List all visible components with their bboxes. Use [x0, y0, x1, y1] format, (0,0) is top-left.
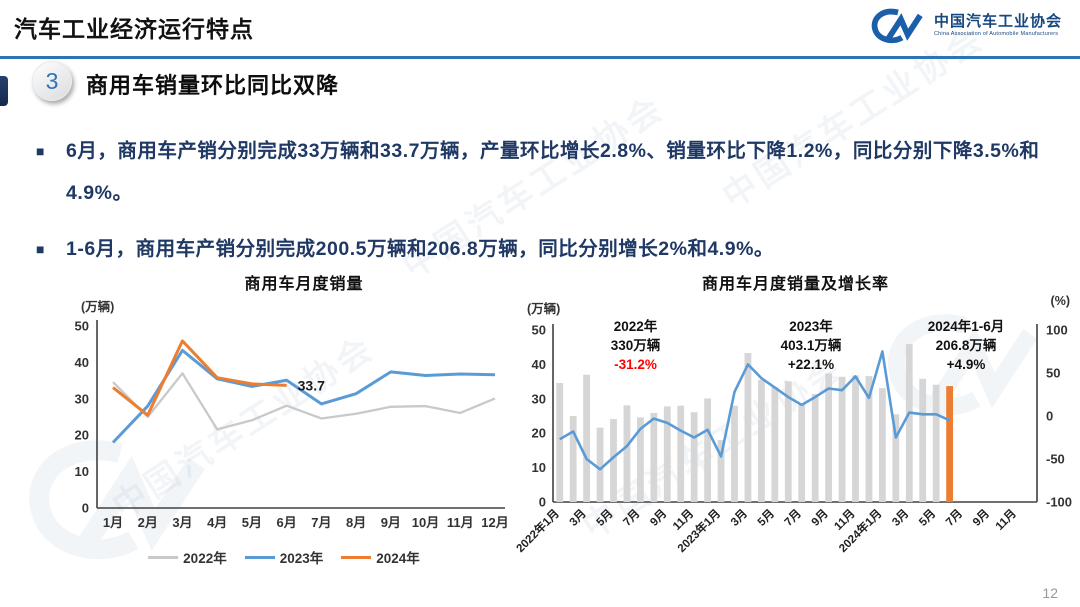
- svg-text:7月: 7月: [943, 507, 965, 529]
- cam-logo-mark-icon: [871, 8, 923, 44]
- line-chart-plot: 0 10 20 30 40 50 1月 2月 3月 4月 5月 6月 7月 8月 9月 10月 11月 12月 33…: [75, 319, 509, 531]
- section-number-badge: 3: [32, 61, 72, 101]
- y-axis-unit-label: (万辆): [81, 300, 115, 314]
- svg-text:100: 100: [1046, 323, 1068, 338]
- svg-text:-50: -50: [1046, 452, 1065, 467]
- svg-text:5月: 5月: [916, 507, 938, 529]
- legend-swatch-2022: [148, 555, 179, 559]
- bullet-text: 1-6月，商用车产销分别完成200.5万辆和206.8万辆，同比分别增长2%和4…: [66, 238, 774, 260]
- chart-legend: 2022年 2023年 2024年: [55, 547, 513, 567]
- svg-text:9月: 9月: [648, 507, 670, 529]
- svg-text:7月: 7月: [782, 507, 804, 529]
- svg-text:7月: 7月: [311, 515, 331, 530]
- svg-text:12月: 12月: [481, 515, 508, 530]
- page-title: 汽车工业经济运行特点: [14, 16, 254, 42]
- svg-text:3月: 3月: [728, 507, 750, 529]
- svg-text:9月: 9月: [381, 515, 401, 530]
- svg-text:0: 0: [539, 495, 546, 510]
- svg-text:5月: 5月: [755, 507, 777, 529]
- bullet-list: ■ 6月，商用车产销分别完成33万辆和33.7万辆，产量环比增长2.8%、销量环…: [36, 130, 1056, 284]
- svg-text:9月: 9月: [809, 507, 831, 529]
- svg-text:9月: 9月: [970, 507, 992, 529]
- svg-text:4月: 4月: [207, 515, 227, 530]
- legend-label: 2024年: [376, 551, 420, 566]
- svg-text:33.7: 33.7: [298, 377, 325, 393]
- svg-text:11月: 11月: [447, 515, 474, 530]
- svg-text:10: 10: [75, 464, 89, 479]
- svg-text:10月: 10月: [412, 515, 439, 530]
- svg-text:30: 30: [532, 391, 546, 406]
- bullet-square-icon: ■: [36, 143, 45, 159]
- bullet-item: ■ 1-6月，商用车产销分别完成200.5万辆和206.8万辆，同比分别增长2%…: [36, 228, 1056, 270]
- svg-text:3月: 3月: [890, 507, 912, 529]
- svg-text:2月: 2月: [138, 515, 158, 530]
- svg-text:-100: -100: [1046, 495, 1072, 510]
- svg-text:40: 40: [75, 355, 89, 370]
- svg-text:3月: 3月: [567, 507, 589, 529]
- logo-org-name-en: China Association of Automobile Manufact…: [933, 30, 1059, 37]
- svg-text:8月: 8月: [346, 515, 366, 530]
- legend-item: 2024年: [341, 547, 420, 567]
- svg-text:0: 0: [1046, 409, 1053, 424]
- svg-text:20: 20: [532, 426, 546, 441]
- chart-title: 商用车月度销量及增长率: [701, 276, 889, 293]
- chart-monthly-sales: 商用车月度销量 (万辆) 0 10 20 30 40 50 1月 2月 3月 4月 5月 6月 7月 8月…: [55, 270, 513, 590]
- page-number: 12: [1042, 585, 1058, 601]
- chart-title: 商用车月度销量: [244, 276, 364, 293]
- section-number: 3: [45, 67, 59, 94]
- svg-text:7月: 7月: [621, 507, 643, 529]
- legend-item: 2022年: [148, 547, 227, 567]
- legend-item: 2023年: [244, 547, 324, 567]
- bullet-item: ■ 6月，商用车产销分别完成33万辆和33.7万辆，产量环比增长2.8%、销量环…: [36, 130, 1056, 214]
- svg-text:50: 50: [1046, 366, 1060, 381]
- svg-text:20: 20: [75, 428, 89, 443]
- svg-text:50: 50: [532, 323, 546, 338]
- header-divider: [0, 56, 1080, 59]
- legend-swatch-2024: [341, 555, 372, 559]
- cam-logo: 中国汽车工业协会 China Association of Automobile…: [869, 6, 1062, 46]
- svg-text:10: 10: [532, 460, 546, 475]
- left-accent-bar: [0, 76, 8, 106]
- svg-text:2022年1月: 2022年1月: [513, 506, 562, 555]
- chart-sales-and-growth: 商用车月度销量及增长率 (万辆) (%) 0 10 20 30 40 50 -100 -50 0…: [513, 270, 1078, 595]
- legend-label: 2022年: [183, 551, 227, 566]
- svg-text:11月: 11月: [993, 507, 1019, 533]
- svg-text:0: 0: [82, 501, 89, 516]
- bullet-text: 6月，商用车产销分别完成33万辆和33.7万辆，产量环比增长2.8%、销量环比下…: [66, 140, 1040, 204]
- right-axis-unit-label: (%): [1050, 294, 1070, 308]
- section-heading: 商用车销量环比同比双降: [86, 73, 340, 98]
- svg-text:3月: 3月: [172, 515, 192, 530]
- svg-text:50: 50: [75, 319, 89, 334]
- svg-text:40: 40: [532, 357, 546, 372]
- svg-text:30: 30: [75, 391, 89, 406]
- logo-org-name-cn: 中国汽车工业协会: [933, 13, 1062, 31]
- svg-text:5月: 5月: [594, 507, 616, 529]
- legend-label: 2023年: [279, 551, 324, 566]
- svg-text:5月: 5月: [242, 515, 262, 530]
- svg-text:1月: 1月: [103, 515, 123, 530]
- left-axis-unit-label: (万辆): [527, 302, 561, 316]
- bullet-square-icon: ■: [36, 241, 45, 257]
- svg-text:6月: 6月: [277, 515, 297, 530]
- legend-swatch-2023: [244, 555, 275, 559]
